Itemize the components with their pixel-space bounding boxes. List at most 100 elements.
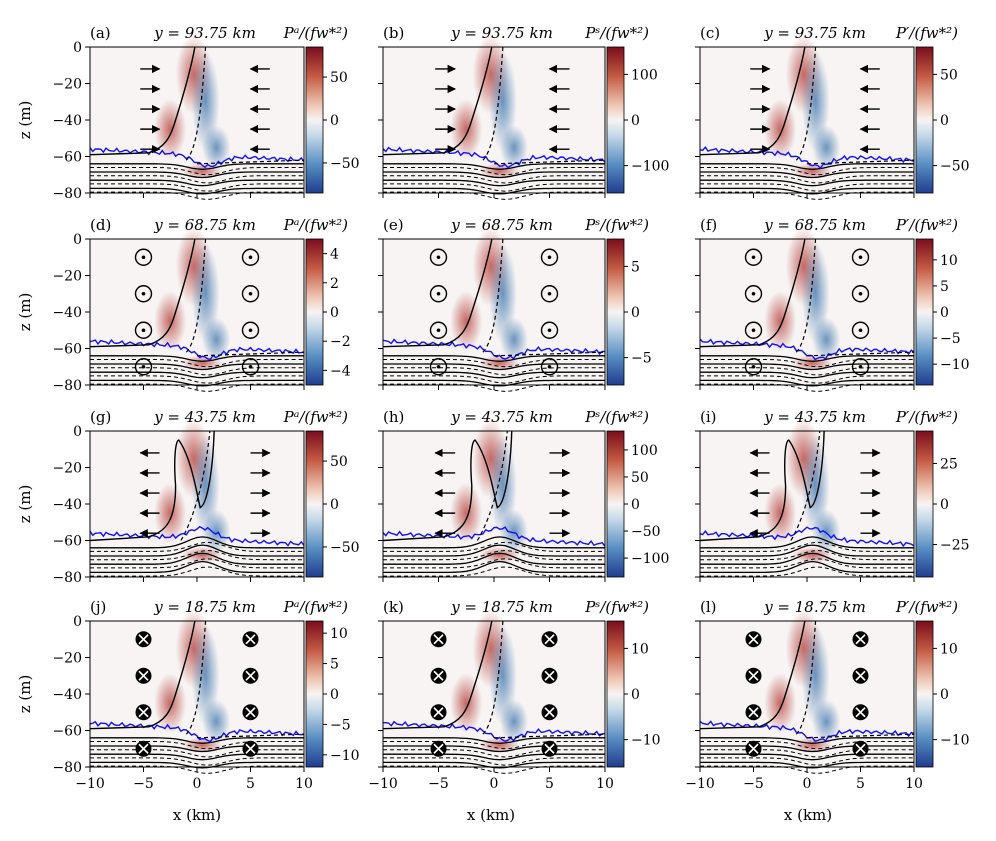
density-contour-dashed (383, 183, 605, 192)
dot-center (141, 291, 146, 296)
panel-g: 0 −20 −40 −60 −80 z (m) (g) y = 43.75 km Pᵃ/(fw*… (16, 408, 360, 586)
front-contour-dashed (482, 238, 606, 357)
dot-center (248, 255, 253, 260)
anomaly-blob (154, 673, 187, 734)
density-contour (383, 179, 605, 187)
density-contour (700, 536, 914, 549)
mixed-layer-interface (699, 338, 915, 361)
y-tick-label: −60 (52, 534, 82, 550)
y-tick-label: −60 (52, 150, 82, 166)
density-contour (90, 163, 304, 170)
anomaly-blob (450, 483, 483, 544)
panel-j: 0−20−40−60−80−10 −5 0 5 10z (m)(j) y = 18.75 … (16, 598, 360, 792)
x-tick-label: 10 (596, 776, 614, 792)
density-contour-dashed (700, 541, 914, 552)
colorbar-tick-label: 0 (631, 305, 640, 321)
anomaly-blob (479, 547, 520, 564)
density-contour-dashed (700, 183, 914, 192)
density-contour-dashed (383, 383, 605, 392)
front-contour-solid (382, 238, 493, 348)
colorbar-title: Pˢ/(fw*²) (584, 598, 649, 616)
dot-center (858, 291, 863, 296)
panel-label: (l) (700, 598, 717, 616)
panel-y-title: y = 43.75 km (450, 408, 553, 426)
density-contour (700, 363, 914, 371)
front-contour-solid (89, 620, 196, 730)
out-of-plane-dot-icon (429, 248, 448, 266)
panel-a: 0 −20 −40 −60 −80 z (m) (a) y = 93.75 km Pᵃ/(fw*… (16, 24, 360, 202)
colorbar-title: P′/(fw*²) (895, 24, 958, 42)
y-tick-label: 0 (73, 424, 82, 440)
density-contour (90, 745, 304, 753)
colorbar (915, 620, 934, 768)
density-contour-dashed (90, 741, 304, 750)
density-contour (90, 544, 304, 557)
panel-e: (e) y = 68.75 km Pˢ/(fw*²) 5 0 −5 (378, 216, 652, 392)
dot-center (248, 291, 253, 296)
anomaly-blob (450, 673, 483, 734)
colorbar (305, 430, 324, 578)
dot-center (751, 364, 756, 369)
panel-y-title: y = 93.75 km (153, 24, 256, 42)
colorbar-tick-label: 5 (330, 657, 339, 673)
dot-center (858, 255, 863, 260)
mixed-layer-interface (382, 526, 606, 547)
x-tick-label: −5 (743, 776, 764, 792)
dot-center (141, 328, 146, 333)
cross-mark (245, 707, 256, 718)
density-contour-dashed (90, 383, 304, 392)
front-contour-solid (89, 238, 196, 348)
cross-mark (245, 743, 256, 754)
density-contour (90, 355, 304, 362)
colorbar (305, 238, 324, 386)
dot-center (141, 364, 146, 369)
x-tick-label: 0 (490, 776, 499, 792)
front-contour-solid (382, 620, 493, 730)
density-contour (90, 536, 304, 549)
out-of-plane-dot-icon (851, 248, 870, 266)
panel-label: (c) (700, 24, 720, 42)
out-of-plane-dot-icon (241, 285, 260, 303)
panel-y-title: y = 18.75 km (153, 598, 256, 616)
density-contour-dashed (383, 549, 605, 561)
panel-label: (g) (90, 408, 111, 426)
panel-h: (h) y = 43.75 km Pˢ/(fw*²) 100 50 0 −50 −100 (378, 408, 669, 582)
density-contour-dashed (700, 367, 914, 376)
panel-b: (b) y = 93.75 km Pˢ/(fw*²) 100 0 −100 (378, 24, 669, 200)
cross-mark (138, 634, 149, 645)
density-contour-dashed (90, 757, 304, 766)
cross-mark (433, 743, 444, 754)
cross-mark (433, 634, 444, 645)
density-contour-dashed (383, 765, 605, 774)
dot-center (141, 255, 146, 260)
colorbar (915, 46, 934, 194)
colorbar-tick-label: −5 (330, 717, 351, 733)
density-contour-dashed (90, 375, 304, 384)
x-tick-label: 5 (545, 776, 554, 792)
front-contour-dashed (185, 238, 305, 357)
out-of-plane-dot-icon (429, 285, 448, 303)
panel-l: −10 −5 0 5 10 (l) y = 18.75 km P′/(fw*²) 10 0 −10 (685, 598, 969, 792)
colorbar-tick-label: 100 (631, 443, 658, 459)
colorbar-title: Pᵃ/(fw*²) (283, 24, 349, 42)
mixed-layer-interface (89, 338, 305, 361)
panel-d: 0−20−40−60−80z (m)(d) y = 68.75 km Pᵃ/(fw*… (16, 216, 351, 394)
colorbar-tick-label: 0 (940, 113, 949, 129)
cross-mark (748, 707, 759, 718)
panel-label: (a) (90, 24, 111, 42)
density-contour (700, 753, 914, 761)
colorbar-title: Pˢ/(fw*²) (584, 216, 649, 234)
density-contour (383, 163, 605, 170)
colorbar (305, 46, 324, 194)
colorbar-tick-label: 4 (330, 247, 339, 263)
out-of-plane-dot-icon (134, 248, 153, 266)
density-contour (383, 544, 605, 557)
front-contour-dashed (795, 238, 915, 357)
panel-f: (f) y = 68.75 km P′/(fw*²) 10 5 0 −5 −10 (695, 216, 970, 392)
x-tick-label: −10 (685, 776, 715, 792)
front-contour-solid (699, 430, 825, 542)
y-tick-label: −20 (52, 651, 82, 667)
density-contour (700, 163, 914, 170)
mixed-layer-interface (699, 526, 915, 548)
colorbar-tick-label: 25 (940, 456, 958, 472)
